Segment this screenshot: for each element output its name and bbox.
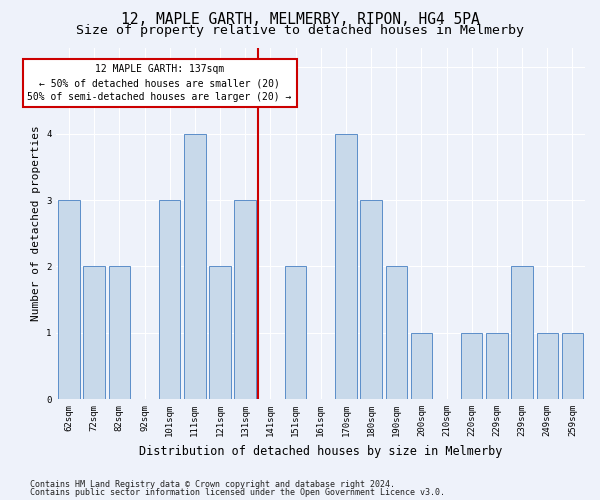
- Text: 12, MAPLE GARTH, MELMERBY, RIPON, HG4 5PA: 12, MAPLE GARTH, MELMERBY, RIPON, HG4 5P…: [121, 12, 479, 28]
- Text: Contains public sector information licensed under the Open Government Licence v3: Contains public sector information licen…: [30, 488, 445, 497]
- Bar: [361, 200, 382, 399]
- Bar: [209, 266, 231, 399]
- Bar: [58, 200, 80, 399]
- Bar: [410, 332, 432, 399]
- Bar: [83, 266, 105, 399]
- Text: 12 MAPLE GARTH: 137sqm
← 50% of detached houses are smaller (20)
50% of semi-det: 12 MAPLE GARTH: 137sqm ← 50% of detached…: [28, 64, 292, 102]
- Bar: [159, 200, 181, 399]
- Bar: [511, 266, 533, 399]
- Bar: [235, 200, 256, 399]
- Bar: [536, 332, 558, 399]
- Text: Size of property relative to detached houses in Melmerby: Size of property relative to detached ho…: [76, 24, 524, 37]
- Bar: [184, 134, 206, 399]
- Bar: [109, 266, 130, 399]
- Y-axis label: Number of detached properties: Number of detached properties: [31, 126, 41, 321]
- Bar: [562, 332, 583, 399]
- Text: Contains HM Land Registry data © Crown copyright and database right 2024.: Contains HM Land Registry data © Crown c…: [30, 480, 395, 489]
- Bar: [486, 332, 508, 399]
- X-axis label: Distribution of detached houses by size in Melmerby: Distribution of detached houses by size …: [139, 444, 502, 458]
- Bar: [335, 134, 356, 399]
- Bar: [285, 266, 306, 399]
- Bar: [386, 266, 407, 399]
- Bar: [461, 332, 482, 399]
